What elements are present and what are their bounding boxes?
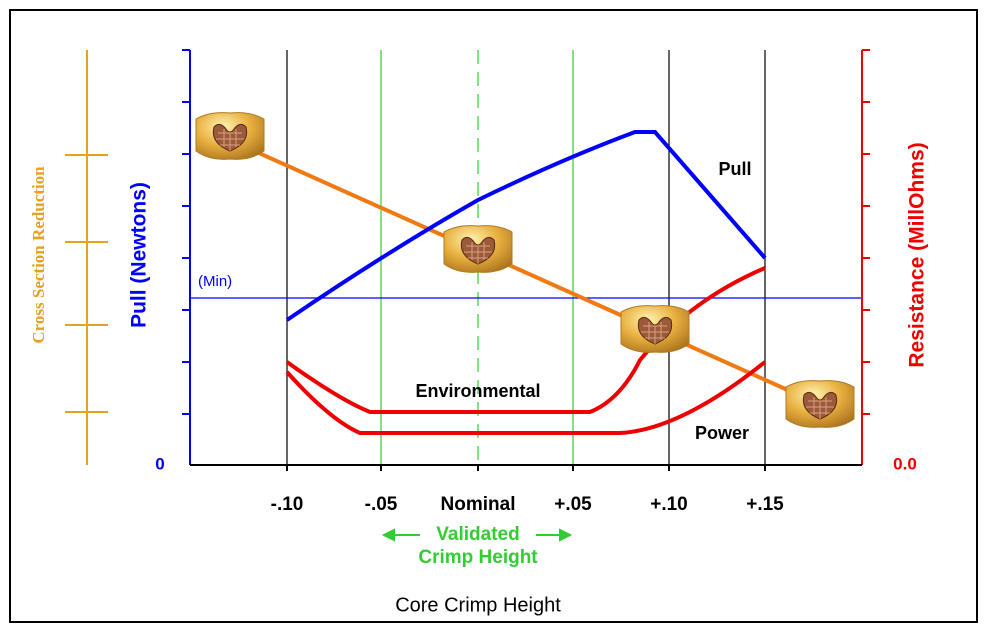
x-tick-label: +.15 (746, 494, 784, 515)
right-zero: 0.0 (893, 454, 917, 473)
validated-label: Validated (436, 524, 519, 545)
crimp-diagram: 0 0.0 Pull (Newtons) Cross Section Reduc… (0, 0, 987, 632)
outer-axis-label: Cross Section Reduction (29, 166, 48, 344)
left-axis-label: Pull (Newtons) (128, 182, 151, 328)
x-tick-label: -.10 (271, 494, 304, 515)
pull-label: Pull (718, 159, 751, 179)
x-axis-label: Core Crimp Height (395, 594, 561, 616)
x-tick-label: +.05 (554, 494, 592, 515)
left-zero: 0 (155, 454, 164, 473)
right-axis-label: Resistance (MillOhms) (906, 142, 929, 367)
crimp-height-label: Crimp Height (418, 547, 538, 568)
x-tick-label: +.10 (650, 494, 688, 515)
x-tick-label: Nominal (441, 494, 516, 515)
min-label: (Min) (198, 273, 232, 290)
power-label: Power (695, 423, 749, 443)
environmental-label: Environmental (415, 381, 540, 401)
x-tick-label: -.05 (365, 494, 398, 515)
